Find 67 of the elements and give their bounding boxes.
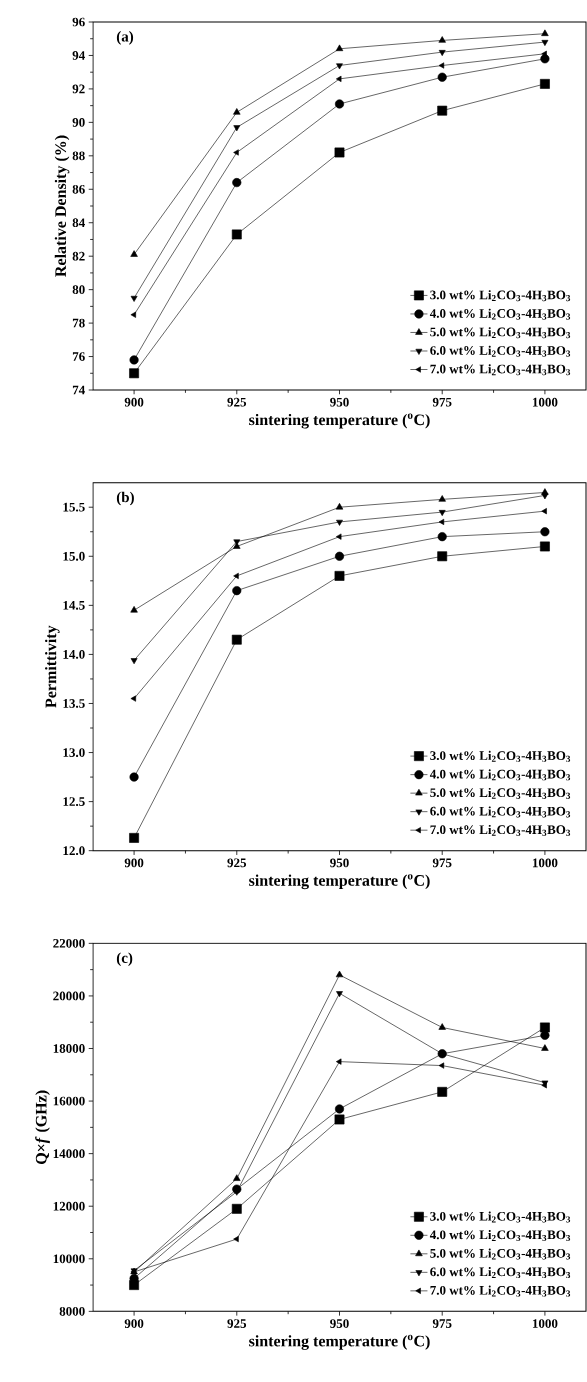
annotation: (c) xyxy=(116,952,133,967)
y-tick-label: 14.5 xyxy=(63,600,85,610)
y-tick-label: 14.0 xyxy=(63,650,85,659)
y-tick-label: 92 xyxy=(72,84,85,94)
y-tick-label: 10000 xyxy=(53,1254,85,1264)
y-tick-label: 22000 xyxy=(53,938,85,948)
x-tick-label: 950 xyxy=(330,397,349,407)
legend-label: 5.0 wt% Li$_{2}$CO$_{3}$-4H$_{3}$BO$_{3}$ xyxy=(430,327,571,339)
x-axis-title: sintering temperature ($^{o}$C) xyxy=(249,874,430,890)
y-axis-title: Permittivity xyxy=(45,625,60,708)
legend-label: 6.0 wt% Li$_{2}$CO$_{3}$-4H$_{3}$BO$_{3}$ xyxy=(430,345,571,357)
legend-label: 3.0 wt% Li$_{2}$CO$_{3}$-4H$_{3}$BO$_{3}$ xyxy=(430,750,571,762)
y-tick-label: 86 xyxy=(72,184,85,194)
x-tick-label: 900 xyxy=(124,858,144,868)
y-tick-label: 78 xyxy=(72,318,85,328)
legend-label: 7.0 wt% Li$_{2}$CO$_{3}$-4H$_{3}$BO$_{3}$ xyxy=(430,824,571,836)
y-tick-label: 14000 xyxy=(53,1149,85,1159)
x-tick-label: 975 xyxy=(432,397,452,407)
x-tick-label: 1000 xyxy=(532,397,558,407)
annotation: (b) xyxy=(116,491,134,506)
x-tick-label: 1000 xyxy=(532,858,558,868)
x-tick-label: 925 xyxy=(227,1319,247,1328)
y-tick-label: 12000 xyxy=(53,1201,85,1211)
y-tick-label: 15.5 xyxy=(63,502,85,512)
legend-label: 6.0 wt% Li$_{2}$CO$_{3}$-4H$_{3}$BO$_{3}$ xyxy=(430,806,571,818)
x-tick-label: 1000 xyxy=(532,1319,558,1328)
y-tick-label: 20000 xyxy=(53,991,85,1001)
x-tick-label: 975 xyxy=(432,858,452,868)
y-tick-label: 74 xyxy=(72,385,85,395)
y-tick-label: 96 xyxy=(72,17,85,27)
y-tick-label: 94 xyxy=(72,51,85,60)
y-tick-label: 82 xyxy=(72,251,85,261)
legend-label: 4.0 wt% Li$_{2}$CO$_{3}$-4H$_{3}$BO$_{3}$ xyxy=(429,1230,571,1242)
x-tick-label: 925 xyxy=(227,397,247,407)
y-tick-label: 15.0 xyxy=(63,551,85,561)
y-tick-label: 76 xyxy=(72,352,85,361)
legend-label: 3.0 wt% Li$_{2}$CO$_{3}$-4H$_{3}$BO$_{3}$ xyxy=(430,1211,571,1223)
legend-label: 4.0 wt% Li$_{2}$CO$_{3}$-4H$_{3}$BO$_{3}$ xyxy=(429,769,571,781)
y-tick-label: 13.0 xyxy=(63,748,85,757)
legend-label: 5.0 wt% Li$_{2}$CO$_{3}$-4H$_{3}$BO$_{3}$ xyxy=(430,787,571,799)
y-tick-label: 84 xyxy=(72,218,85,228)
x-tick-label: 900 xyxy=(124,397,144,407)
y-tick-label: 12.5 xyxy=(63,797,85,807)
y-tick-label: 90 xyxy=(72,117,85,127)
y-axis-title: Relative Density (%) xyxy=(54,135,70,277)
x-tick-label: 900 xyxy=(124,1319,144,1328)
y-tick-label: 12.0 xyxy=(63,846,85,856)
legend-label: 7.0 wt% Li$_{2}$CO$_{3}$-4H$_{3}$BO$_{3}$ xyxy=(430,1285,571,1297)
x-tick-label: 975 xyxy=(432,1319,452,1328)
legend-label: 7.0 wt% Li$_{2}$CO$_{3}$-4H$_{3}$BO$_{3}$ xyxy=(430,364,571,376)
y-tick-label: 13.5 xyxy=(63,699,85,708)
x-tick-label: 950 xyxy=(330,858,349,868)
legend-label: 3.0 wt% Li$_{2}$CO$_{3}$-4H$_{3}$BO$_{3}$ xyxy=(430,290,571,302)
x-tick-label: 950 xyxy=(330,1319,349,1328)
x-axis-title: sintering temperature ($^{o}$C) xyxy=(249,413,430,429)
y-tick-label: 8000 xyxy=(59,1306,85,1316)
y-tick-label: 18000 xyxy=(53,1044,85,1053)
x-axis-title: sintering temperature ($^{o}$C) xyxy=(249,1334,430,1350)
y-tick-label: 80 xyxy=(72,285,85,295)
legend-label: 5.0 wt% Li$_{2}$CO$_{3}$-4H$_{3}$BO$_{3}$ xyxy=(430,1248,571,1260)
annotation: (a) xyxy=(116,31,134,45)
y-tick-label: 88 xyxy=(72,151,85,161)
legend-label: 4.0 wt% Li$_{2}$CO$_{3}$-4H$_{3}$BO$_{3}$ xyxy=(429,308,571,320)
x-tick-label: 925 xyxy=(227,858,247,868)
legend-label: 6.0 wt% Li$_{2}$CO$_{3}$-4H$_{3}$BO$_{3}$ xyxy=(430,1267,571,1279)
y-axis-title: Q×f (GHz) xyxy=(35,1090,50,1164)
y-tick-label: 16000 xyxy=(53,1096,85,1106)
